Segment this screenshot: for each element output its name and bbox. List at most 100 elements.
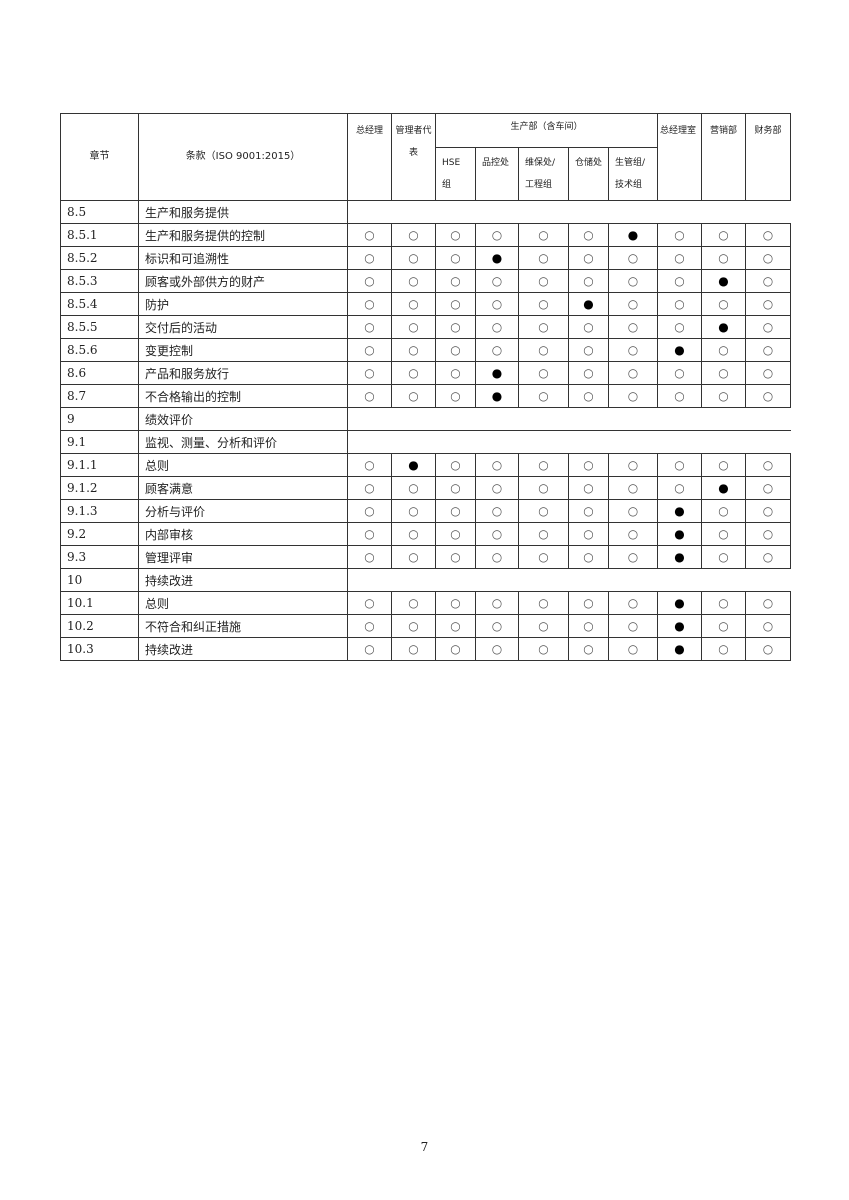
clause-row: 8.6 产品和服务放行 ○ ○ ○ ● ○ ○ ○ ○ ○ ○ bbox=[60, 361, 791, 385]
related-mark: ○ bbox=[391, 499, 436, 523]
related-mark: ○ bbox=[347, 223, 392, 247]
related-mark: ○ bbox=[391, 246, 436, 270]
clause-row: 8.5.1 生产和服务提供的控制 ○ ○ ○ ○ ○ ○ ● ○ ○ ○ bbox=[60, 223, 791, 247]
related-mark: ○ bbox=[475, 522, 519, 546]
related-mark: ○ bbox=[568, 338, 609, 362]
related-mark: ○ bbox=[391, 315, 436, 339]
related-mark: ○ bbox=[657, 315, 702, 339]
related-mark: ○ bbox=[568, 522, 609, 546]
responsible-mark: ● bbox=[475, 384, 519, 408]
related-mark: ○ bbox=[745, 361, 791, 385]
related-mark: ○ bbox=[475, 269, 519, 293]
related-mark: ○ bbox=[701, 453, 746, 477]
related-mark: ○ bbox=[608, 637, 658, 661]
clause-number: 9.3 bbox=[60, 545, 139, 569]
related-mark: ○ bbox=[657, 269, 702, 293]
related-mark: ○ bbox=[568, 637, 609, 661]
clause-title: 内部审核 bbox=[138, 522, 348, 546]
responsible-mark: ● bbox=[701, 269, 746, 293]
clause-number: 8.5.6 bbox=[60, 338, 139, 362]
section-row: 8.5 生产和服务提供 bbox=[60, 200, 791, 224]
related-mark: ○ bbox=[475, 315, 519, 339]
clause-number: 10.3 bbox=[60, 637, 139, 661]
responsible-mark: ● bbox=[657, 499, 702, 523]
related-mark: ○ bbox=[518, 522, 569, 546]
related-mark: ○ bbox=[435, 315, 476, 339]
clause-number: 10 bbox=[60, 568, 139, 592]
related-mark: ○ bbox=[435, 499, 476, 523]
clause-row: 8.7 不合格输出的控制 ○ ○ ○ ● ○ ○ ○ ○ ○ ○ bbox=[60, 384, 791, 408]
related-mark: ○ bbox=[701, 223, 746, 247]
related-mark: ○ bbox=[475, 591, 519, 615]
clause-number: 8.7 bbox=[60, 384, 139, 408]
related-mark: ○ bbox=[657, 223, 702, 247]
related-mark: ○ bbox=[347, 522, 392, 546]
related-mark: ○ bbox=[701, 246, 746, 270]
related-mark: ○ bbox=[608, 453, 658, 477]
responsible-mark: ● bbox=[657, 522, 702, 546]
clause-row: 10.1 总则 ○ ○ ○ ○ ○ ○ ○ ● ○ ○ bbox=[60, 591, 791, 615]
related-mark: ○ bbox=[518, 269, 569, 293]
related-mark: ○ bbox=[568, 315, 609, 339]
related-mark: ○ bbox=[568, 361, 609, 385]
clause-title: 顾客或外部供方的财产 bbox=[138, 269, 348, 293]
related-mark: ○ bbox=[518, 292, 569, 316]
responsible-mark: ● bbox=[701, 476, 746, 500]
related-mark: ○ bbox=[435, 269, 476, 293]
related-mark: ○ bbox=[391, 614, 436, 638]
related-mark: ○ bbox=[568, 246, 609, 270]
clause-title: 绩效评价 bbox=[138, 407, 348, 431]
related-mark: ○ bbox=[435, 246, 476, 270]
clause-number: 10.2 bbox=[60, 614, 139, 638]
related-mark: ○ bbox=[568, 614, 609, 638]
clause-number: 9.1 bbox=[60, 430, 139, 454]
related-mark: ○ bbox=[608, 614, 658, 638]
related-mark: ○ bbox=[391, 223, 436, 247]
related-mark: ○ bbox=[435, 223, 476, 247]
related-mark: ○ bbox=[475, 499, 519, 523]
clause-number: 9.1.2 bbox=[60, 476, 139, 500]
related-mark: ○ bbox=[608, 591, 658, 615]
responsible-mark: ● bbox=[475, 361, 519, 385]
related-mark: ○ bbox=[568, 269, 609, 293]
clause-title: 总则 bbox=[138, 453, 348, 477]
related-mark: ○ bbox=[435, 545, 476, 569]
clause-number: 8.5.1 bbox=[60, 223, 139, 247]
clause-title: 顾客满意 bbox=[138, 476, 348, 500]
related-mark: ○ bbox=[347, 269, 392, 293]
related-mark: ○ bbox=[701, 361, 746, 385]
related-mark: ○ bbox=[701, 384, 746, 408]
related-mark: ○ bbox=[745, 545, 791, 569]
related-mark: ○ bbox=[745, 223, 791, 247]
related-mark: ○ bbox=[568, 453, 609, 477]
header-store: 仓储处 bbox=[568, 147, 609, 201]
related-mark: ○ bbox=[518, 315, 569, 339]
clause-title: 生产和服务提供 bbox=[138, 200, 348, 224]
clause-title: 管理评审 bbox=[138, 545, 348, 569]
related-mark: ○ bbox=[701, 499, 746, 523]
related-mark: ○ bbox=[608, 499, 658, 523]
clause-number: 8.5 bbox=[60, 200, 139, 224]
related-mark: ○ bbox=[435, 453, 476, 477]
clause-title: 交付后的活动 bbox=[138, 315, 348, 339]
clause-row: 8.5.6 变更控制 ○ ○ ○ ○ ○ ○ ○ ● ○ ○ bbox=[60, 338, 791, 362]
section-row: 9.1 监视、测量、分析和评价 bbox=[60, 430, 791, 454]
related-mark: ○ bbox=[475, 637, 519, 661]
related-mark: ○ bbox=[701, 545, 746, 569]
clause-row: 9.3 管理评审 ○ ○ ○ ○ ○ ○ ○ ● ○ ○ bbox=[60, 545, 791, 569]
related-mark: ○ bbox=[391, 545, 436, 569]
section-row: 9 绩效评价 bbox=[60, 407, 791, 431]
related-mark: ○ bbox=[568, 223, 609, 247]
related-mark: ○ bbox=[518, 361, 569, 385]
related-mark: ○ bbox=[347, 315, 392, 339]
related-mark: ○ bbox=[347, 384, 392, 408]
related-mark: ○ bbox=[745, 246, 791, 270]
related-mark: ○ bbox=[608, 545, 658, 569]
related-mark: ○ bbox=[745, 269, 791, 293]
related-mark: ○ bbox=[347, 338, 392, 362]
header-plan: 生管组/技术组 bbox=[608, 147, 658, 201]
clause-title: 变更控制 bbox=[138, 338, 348, 362]
related-mark: ○ bbox=[657, 246, 702, 270]
related-mark: ○ bbox=[435, 476, 476, 500]
clause-number: 8.6 bbox=[60, 361, 139, 385]
